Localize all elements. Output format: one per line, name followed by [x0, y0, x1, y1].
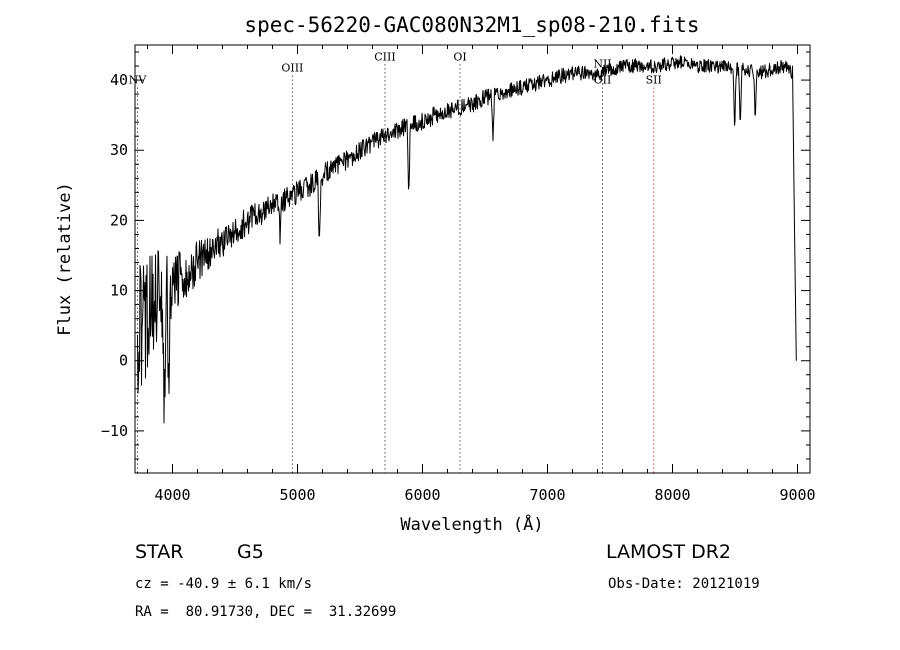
- x-tick-label-4000: 4000: [154, 486, 190, 504]
- line-marker-label-nv: NV: [129, 74, 148, 87]
- y-axis-label: Flux (relative): [55, 182, 75, 336]
- y-tick-label-30: 30: [110, 141, 128, 159]
- y-tick-label-40: 40: [110, 71, 128, 89]
- subclass: G5: [237, 541, 264, 563]
- x-axis-label: Wavelength (Å): [400, 513, 543, 535]
- line-marker-label-ciii: CIII: [374, 50, 395, 63]
- spectrum-line: [137, 55, 797, 424]
- x-tick-label-8000: 8000: [654, 486, 690, 504]
- y-tick-label--10: −10: [101, 422, 128, 440]
- x-tick-label-5000: 5000: [279, 486, 315, 504]
- x-tick-label-7000: 7000: [529, 486, 565, 504]
- line-marker-label-oi: OI: [453, 50, 466, 63]
- y-tick-label-0: 0: [119, 352, 128, 370]
- y-tick-label-20: 20: [110, 211, 128, 229]
- survey-name: LAMOST DR2: [606, 541, 731, 563]
- object-class: STAR: [135, 541, 184, 563]
- chart-title: spec-56220-GAC080N32M1_sp08-210.fits: [244, 13, 699, 37]
- line-marker-label-oiii: OIII: [281, 62, 303, 75]
- line-marker-label-oii: OII: [594, 74, 612, 87]
- coordinates: RA = 80.91730, DEC = 31.32699: [135, 604, 397, 620]
- x-tick-label-9000: 9000: [779, 486, 815, 504]
- y-tick-label-10: 10: [110, 282, 128, 300]
- obs-date: Obs-Date: 20121019: [608, 576, 760, 592]
- line-marker-label-sii: SII: [646, 74, 662, 87]
- redshift-readout: cz = -40.9 ± 6.1 km/s: [135, 576, 313, 592]
- x-tick-label-6000: 6000: [404, 486, 440, 504]
- plot-frame: [134, 44, 811, 474]
